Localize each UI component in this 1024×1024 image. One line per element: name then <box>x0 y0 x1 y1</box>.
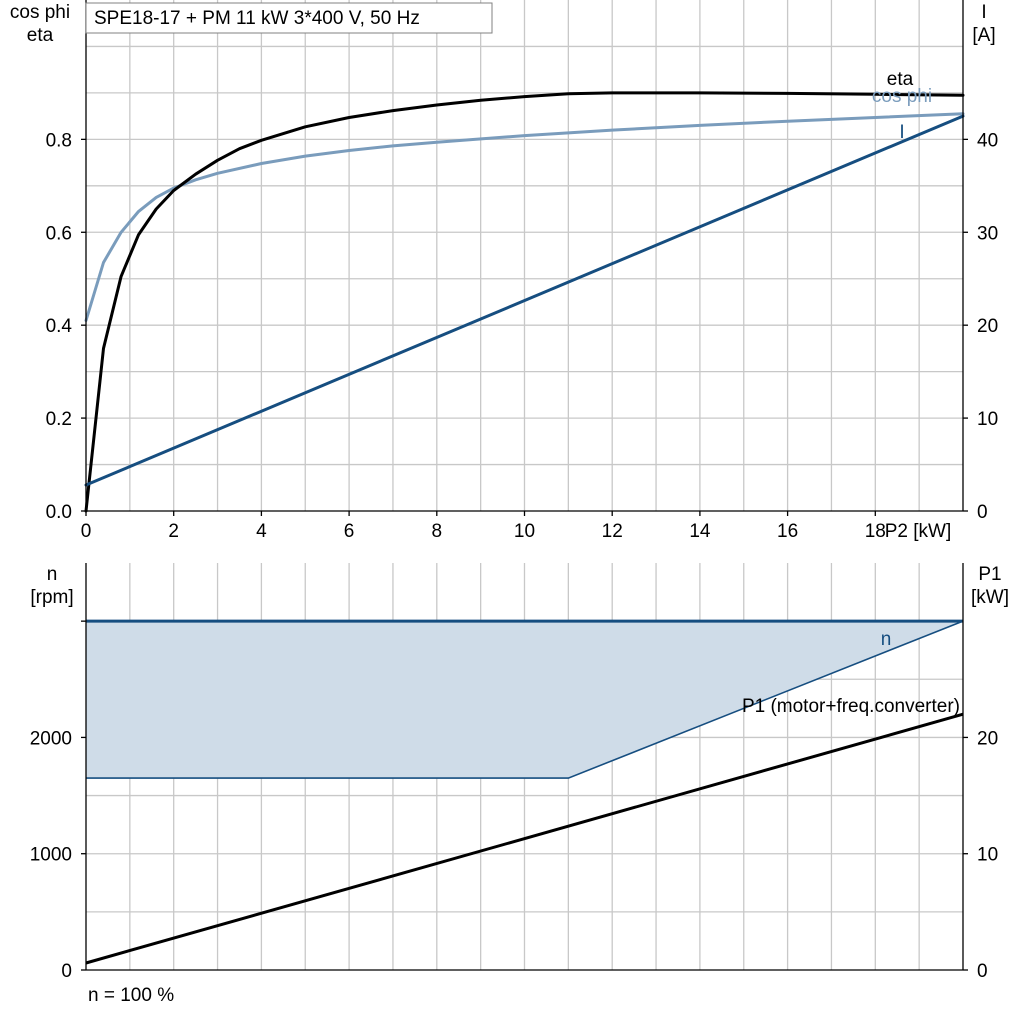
y-right-tick-label: 30 <box>977 223 998 244</box>
series-label-eta: eta <box>887 69 914 90</box>
y-left-tick-label: 0.0 <box>46 502 72 523</box>
y-right-label-line1: P1 <box>978 564 1001 585</box>
y-left-label-line1: n <box>47 564 58 585</box>
speed-range-band <box>86 621 963 779</box>
series-line-eta <box>84 91 965 513</box>
lower-chart: 0 1000 2000 0 10 20 n [rpm] P1 [kW] n P1 (mot… <box>30 563 1009 1006</box>
x-tick-label: 6 <box>344 521 355 542</box>
upper-right-axis-title: I [A] <box>972 2 995 46</box>
y-right-tick-label: 10 <box>977 409 998 430</box>
upper-left-axis-title: cos phi eta <box>10 2 70 46</box>
y-left-tick-label: 0.8 <box>46 130 72 151</box>
series-line-min-speed <box>86 620 964 779</box>
upper-ticks: 0 2 4 6 8 10 12 14 16 18 0.0 0.2 0.4 0.6 0.8 0 10 20 30 40 <box>46 130 999 542</box>
lower-ticks: 0 1000 2000 0 10 20 <box>30 620 998 982</box>
y-left-tick-label: 0.6 <box>46 223 72 244</box>
x-tick-label: 8 <box>432 521 443 542</box>
lower-series <box>85 619 964 965</box>
series-line-p1 <box>85 712 964 965</box>
y-left-label-line2: eta <box>27 25 54 46</box>
y-right-tick-label: 0 <box>977 502 988 523</box>
x-tick-label: 18 <box>865 521 886 542</box>
x-tick-label: 14 <box>689 521 711 542</box>
x-tick-label: 4 <box>256 521 267 542</box>
lower-right-axis-title: P1 [kW] <box>971 564 1009 608</box>
y-left-tick-label: 2000 <box>30 728 72 749</box>
series-label-speed: n <box>881 629 892 650</box>
upper-chart: 0 2 4 6 8 10 12 14 16 180.00.20.40.60.8010203040 … <box>10 0 998 542</box>
chart-title: SPE18-17 + PM 11 kW 3*400 V, 50 Hz <box>94 8 420 29</box>
y-right-tick-label: 10 <box>977 845 998 866</box>
lower-left-axis-title: n [rpm] <box>30 564 73 608</box>
series-label-current: I <box>899 122 904 143</box>
series-line-cos-phi <box>84 112 965 322</box>
y-left-label-line2: [rpm] <box>30 587 73 608</box>
y-left-tick-label: 0.2 <box>46 409 72 430</box>
x-tick-label: 0 <box>81 521 92 542</box>
y-right-label-line1: I <box>981 2 986 23</box>
chart-title-box: SPE18-17 + PM 11 kW 3*400 V, 50 Hz <box>85 2 493 34</box>
x-tick-label: 10 <box>514 521 535 542</box>
series-line-current <box>84 114 965 487</box>
x-axis-label: P2 [kW] <box>885 521 952 542</box>
y-left-tick-label: 1000 <box>30 845 72 866</box>
y-left-tick-label: 0.4 <box>46 316 73 337</box>
y-right-tick-label: 20 <box>977 316 998 337</box>
x-tick-label: 2 <box>168 521 179 542</box>
y-right-tick-label: 20 <box>977 728 998 749</box>
upper-grid <box>86 0 963 511</box>
series-label-p1: P1 (motor+freq.converter) <box>742 696 960 717</box>
y-right-label-line2: [A] <box>972 25 995 46</box>
upper-series <box>84 91 965 513</box>
x-tick-label: 16 <box>777 521 798 542</box>
y-left-label-line1: cos phi <box>10 2 70 23</box>
speed-footnote: n = 100 % <box>88 985 174 1006</box>
y-right-tick-label: 0 <box>977 961 988 982</box>
y-left-tick-label: 0 <box>61 961 72 982</box>
y-right-label-line2: [kW] <box>971 587 1009 608</box>
y-right-tick-label: 40 <box>977 130 998 151</box>
x-tick-label: 12 <box>602 521 623 542</box>
series-label-cos-phi: cos phi <box>872 86 932 107</box>
